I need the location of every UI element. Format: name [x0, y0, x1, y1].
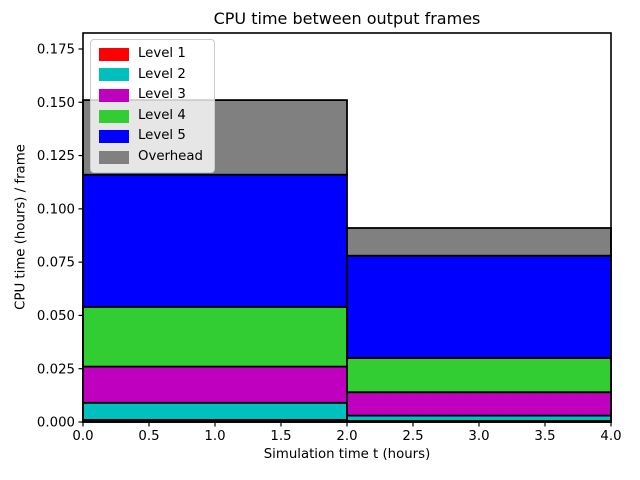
legend-item-level-1: Level 1	[99, 46, 203, 63]
legend-swatch-level-2	[99, 68, 129, 82]
x-tick-label: 1.5	[270, 429, 291, 444]
legend-label-overhead: Overhead	[138, 149, 203, 165]
y-tick-label: 0.050	[37, 309, 75, 324]
x-tick-label: 0.0	[72, 429, 93, 444]
chart-title: CPU time between output frames	[213, 9, 481, 28]
y-tick-label: 0.100	[37, 202, 75, 217]
bar-segment-level-5-bar2	[346, 254, 612, 359]
legend-label-level-4: Level 4	[138, 107, 186, 123]
legend-swatch-level-4	[99, 109, 129, 123]
x-tick-label: 2.0	[336, 429, 357, 444]
legend-swatch-level-1	[99, 47, 129, 61]
legend-item-level-2: Level 2	[99, 67, 203, 84]
x-tick-label: 4.0	[600, 429, 621, 444]
y-tick-label: 0.150	[37, 96, 75, 111]
x-tick-label: 0.5	[138, 429, 159, 444]
bar-segment-level-4-bar2	[346, 357, 612, 394]
x-tick-label: 1.0	[204, 429, 225, 444]
y-tick-label: 0.025	[37, 362, 75, 377]
x-tick-label: 3.5	[534, 429, 555, 444]
legend: Level 1 Level 2 Level 3 Level 4 Level 5 Overh…	[90, 39, 215, 173]
bar-segment-level-5-bar1	[82, 173, 348, 308]
legend-item-level-4: Level 4	[99, 108, 203, 125]
bar-segment-overhead-bar2	[346, 227, 612, 257]
bar-segment-level-3-bar1	[82, 365, 348, 404]
bar-segment-level-4-bar1	[82, 305, 348, 368]
legend-label-level-5: Level 5	[138, 128, 186, 144]
x-axis-label: Simulation time t (hours)	[263, 447, 431, 462]
y-tick-label: 0.175	[37, 43, 75, 58]
legend-label-level-2: Level 2	[138, 66, 186, 82]
legend-swatch-overhead	[99, 150, 129, 164]
y-tick-label: 0.075	[37, 256, 75, 271]
legend-item-overhead: Overhead	[99, 149, 203, 166]
bar-segment-level-3-bar2	[346, 391, 612, 417]
x-tick-label: 2.5	[402, 429, 423, 444]
legend-swatch-level-3	[99, 89, 129, 103]
legend-label-level-1: Level 1	[138, 46, 186, 61]
legend-item-level-5: Level 5	[99, 128, 203, 145]
legend-item-level-3: Level 3	[99, 87, 203, 104]
y-tick-label: 0.125	[37, 149, 75, 164]
legend-label-level-3: Level 3	[138, 87, 186, 103]
y-tick-label: 0.000	[37, 416, 75, 431]
bar-segment-level-2-bar1	[82, 401, 348, 421]
x-tick-label: 3.0	[468, 429, 489, 444]
legend-swatch-level-5	[99, 130, 129, 144]
